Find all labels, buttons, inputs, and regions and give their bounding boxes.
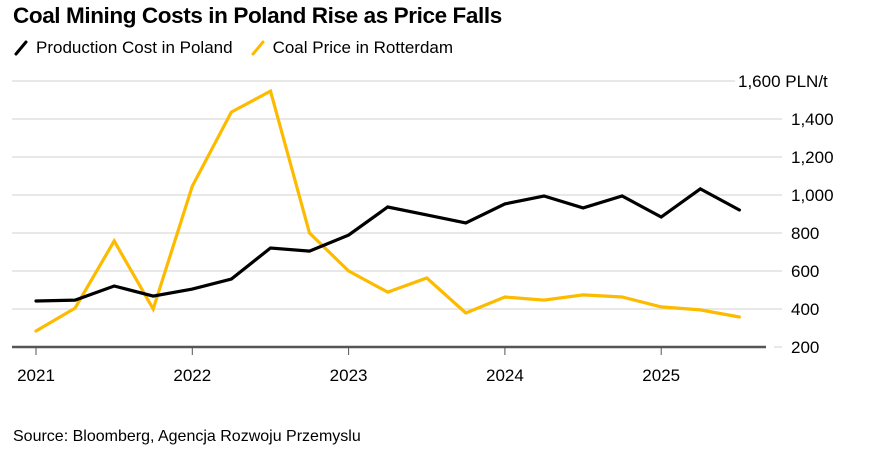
- x-tick-label: 2021: [17, 366, 55, 385]
- legend-item-coal-price: Coal Price in Rotterdam: [251, 38, 453, 58]
- legend: Production Cost in Poland Coal Price in …: [14, 38, 471, 58]
- y-tick-label: 1,000: [791, 186, 834, 205]
- source-note: Source: Bloomberg, Agencja Rozwoju Przem…: [13, 428, 361, 445]
- coal-price-line: [34, 88, 742, 333]
- y-tick-label: 1,200: [791, 148, 834, 167]
- x-tick-label: 2025: [642, 366, 680, 385]
- legend-swatch-coal-price: [251, 40, 265, 56]
- y-tick-label: 600: [791, 262, 819, 281]
- legend-swatch-production-cost: [14, 40, 28, 56]
- y-tick-label: 400: [791, 300, 819, 319]
- x-axis: 2021 2022 2023 2024 2025: [12, 345, 766, 385]
- series-lines: [34, 88, 742, 333]
- chart-title: Coal Mining Costs in Poland Rise as Pric…: [13, 3, 502, 28]
- legend-label-production-cost: Production Cost in Poland: [36, 38, 233, 57]
- legend-item-production-cost: Production Cost in Poland: [14, 38, 233, 58]
- y-tick-label: 800: [791, 224, 819, 243]
- x-tick-label: 2024: [486, 366, 524, 385]
- legend-label-coal-price: Coal Price in Rotterdam: [272, 38, 454, 57]
- y-tick-label: 1,400: [791, 110, 834, 129]
- y-tick-label: 200: [791, 338, 819, 357]
- production-cost-line: [34, 187, 742, 303]
- y-tick-label: 1,600 PLN/t: [738, 72, 828, 91]
- gridlines: [12, 80, 782, 348]
- x-tick-label: 2022: [173, 366, 211, 385]
- x-tick-label: 2023: [330, 366, 368, 385]
- y-axis-ticks: 200 400 600 800 1,000 1,200 1,400 1,600 PLN/t: [738, 72, 834, 357]
